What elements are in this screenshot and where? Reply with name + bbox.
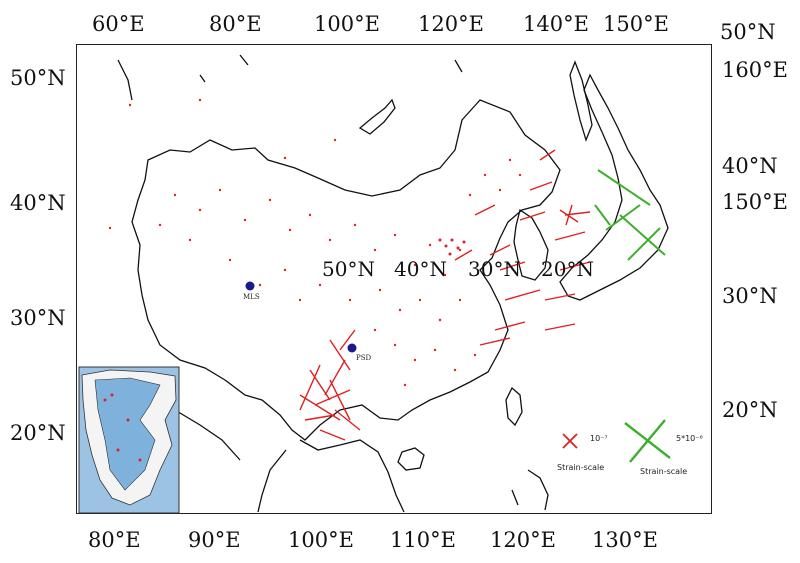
bottom-lon-label: 80°E <box>88 528 141 552</box>
coastlines <box>117 54 669 513</box>
top-lon-label: 120°E <box>418 12 484 36</box>
right-label: 40°N <box>722 154 778 178</box>
strain-field <box>299 149 591 441</box>
station-label: MLS <box>243 293 260 301</box>
bottom-lon-label: 110°E <box>390 528 456 552</box>
right-label: 20°N <box>722 398 778 422</box>
legend: 10⁻⁷ Strain-scale 5*10⁻⁶ Strain-scale <box>557 419 703 476</box>
taiwan-coast <box>505 386 523 427</box>
left-lat-label: 30°N <box>10 306 66 330</box>
left-lat-label: 20°N <box>10 421 66 445</box>
map-frame <box>76 44 712 514</box>
sakhalin-coast <box>569 60 593 142</box>
inset-map <box>78 366 180 514</box>
top-lon-label: 100°E <box>314 12 380 36</box>
green-strain-field <box>594 169 666 261</box>
inner-lat-label: 20°N <box>541 257 594 281</box>
japan-coast <box>559 73 669 301</box>
legend-red-cross <box>562 433 578 449</box>
inner-lat-labels: 50°N 40°N 30°N 20°N <box>322 257 594 281</box>
right-label: 30°N <box>722 284 778 308</box>
hainan-coast <box>397 447 425 471</box>
bottom-lon-label: 90°E <box>188 528 241 552</box>
indochina-coast <box>257 439 405 513</box>
station-label: PSD <box>356 354 372 362</box>
philippines-coast <box>511 469 549 511</box>
bottom-lon-label: 130°E <box>592 528 658 552</box>
strain-dots <box>108 98 522 387</box>
legend-green-scale: 5*10⁻⁶ <box>676 434 703 443</box>
top-lon-label: 80°E <box>209 12 262 36</box>
inner-lat-label: 40°N <box>394 257 447 281</box>
bottom-lon-label: 120°E <box>490 528 556 552</box>
legend-green-cross <box>624 419 671 463</box>
lake-baikal <box>358 98 396 135</box>
station-marker <box>347 343 357 353</box>
legend-green-caption: Strain-scale <box>640 467 687 476</box>
bottom-lon-label: 100°E <box>288 528 354 552</box>
inner-lat-label: 50°N <box>322 257 375 281</box>
legend-red-caption: Strain-scale <box>557 463 604 472</box>
right-label: 150°E <box>722 190 788 214</box>
station-mls: MLS <box>243 281 260 301</box>
station-psd: PSD <box>347 343 372 362</box>
station-marker <box>245 281 255 291</box>
inset-region <box>94 377 161 491</box>
top-right-lat-label: 50°N <box>720 20 776 44</box>
inset-dots <box>103 393 142 462</box>
top-lon-label: 60°E <box>92 12 145 36</box>
left-lat-label: 50°N <box>10 66 66 90</box>
legend-red-scale: 10⁻⁷ <box>590 434 608 443</box>
inner-lat-label: 30°N <box>468 257 521 281</box>
right-label: 160°E <box>722 58 788 82</box>
top-lon-label: 140°E <box>523 12 589 36</box>
top-lon-label: 150°E <box>603 12 669 36</box>
china-border <box>131 99 561 441</box>
left-lat-label: 40°N <box>10 191 66 215</box>
korea-coast <box>513 208 549 281</box>
western-coast <box>117 54 463 101</box>
